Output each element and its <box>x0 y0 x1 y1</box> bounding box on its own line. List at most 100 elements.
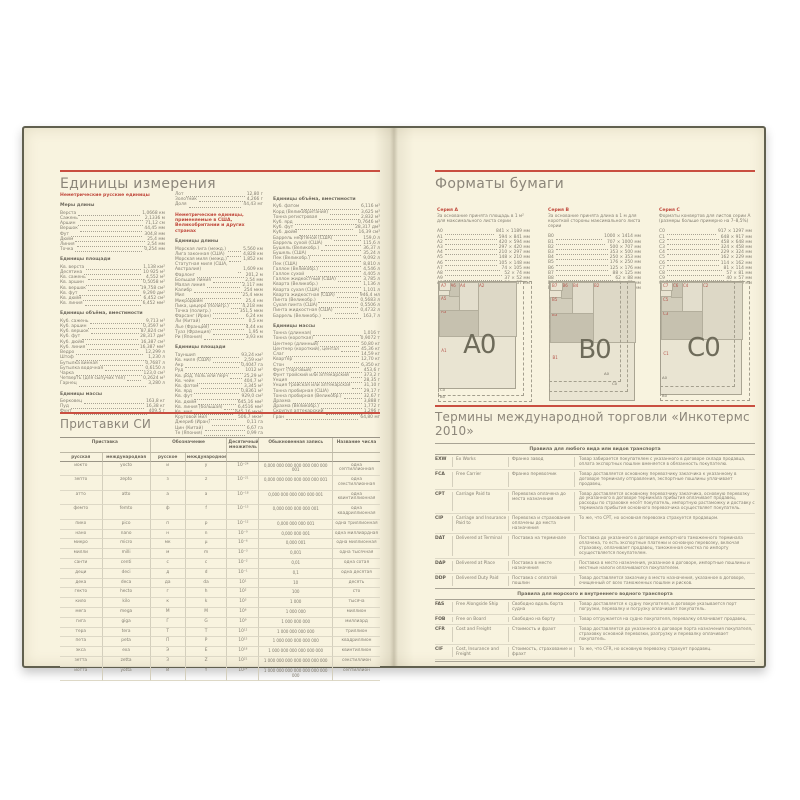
unit-value: 0,11 га <box>246 420 263 426</box>
unit-row: Куб. фут 28,317 дм³ <box>60 334 165 340</box>
symbol-international: n <box>184 529 227 540</box>
dot-leader <box>77 221 144 227</box>
unit-row: Ли (Китай) 0,5 км <box>175 319 263 325</box>
page-title: Единицы измерения <box>60 176 216 192</box>
dashed-outline <box>660 281 735 387</box>
unit-value: 404,7 м² <box>243 378 263 384</box>
unit-row: Штоф 1,230 л <box>60 355 165 361</box>
units-columns: Неметрические русские единицы Меры длины… <box>60 192 380 436</box>
paper-diagram-c0: C2 C3 C4 C5 C6 C7 C1 C0 A0 B0 <box>659 280 752 404</box>
unit-row: Пек (Великобр.) 9,092 л <box>273 256 380 262</box>
dot-leader <box>194 395 240 400</box>
dot-leader <box>306 272 362 278</box>
incoterm-code: FOB <box>435 617 446 623</box>
unit-value: 6,67 га <box>246 425 263 431</box>
incoterm-english: Free Carrier <box>452 471 508 487</box>
unit-row: Баррель (Великобр.) 163,7 л <box>273 314 380 319</box>
unit-name: Кв. сажень <box>60 275 86 281</box>
unit-row: Пуд 16,38 кг <box>60 404 165 410</box>
dot-leader <box>319 283 362 288</box>
decimal-multiplier: 10⁻⁶ <box>226 539 259 550</box>
prefix-russian: микро <box>60 539 102 550</box>
dot-leader <box>127 376 142 382</box>
plain-notation: 0,000 000 001 <box>258 529 332 540</box>
unit-value: 25,4 мм <box>147 236 165 242</box>
si-table-row: дека deca да da 10¹ 10 десять <box>60 578 380 589</box>
unit-row: Фунт 409,5 г <box>60 409 165 415</box>
dot-leader <box>308 251 362 257</box>
dot-leader <box>666 230 716 235</box>
plain-notation: 0,000 000 000 000 000 001 <box>258 490 332 506</box>
unit-name: Корд (Великобритания) <box>273 209 329 215</box>
series-description: Форматы конвертов для листов серии A (ра… <box>659 214 751 225</box>
unit-value: 9,713 м³ <box>145 318 165 324</box>
number-name: триллион <box>331 627 380 638</box>
unit-row: Вершок 44,45 мм <box>60 226 165 232</box>
dot-leader <box>196 379 242 384</box>
unit-value: 29,17 г <box>363 388 380 394</box>
unit-value: 4,44 км <box>245 324 263 330</box>
format-size-row: A4 210 × 297 мм <box>437 250 530 256</box>
unit-rows: Верста 1,0668 км Сажень 2,1336 м Аршин 71,1… <box>60 211 165 253</box>
unit-value: 10 925 м² <box>143 270 165 276</box>
unit-name: Кв. вершок <box>60 285 86 291</box>
incoterm-english: Delivered at Place <box>452 560 508 571</box>
plain-notation: 1 000 <box>258 598 332 609</box>
unit-row: Фарлонг 201,2 м <box>175 273 263 278</box>
symbol-international: G <box>184 617 227 628</box>
incoterm-description: Поставка в место назначения, указанное в… <box>574 560 755 571</box>
unit-value: 3,280 л <box>148 381 165 387</box>
unit-group-heading: Единицы массы <box>273 323 316 329</box>
cell-label: B3 <box>552 312 558 317</box>
symbol-international: m <box>184 549 227 560</box>
unit-name: Тонна (короткая) <box>273 336 313 342</box>
unit-value: 2,54 мм <box>147 242 165 248</box>
unit-name: Линия <box>60 242 75 248</box>
dot-leader <box>209 415 236 421</box>
unit-name: Куб. дюйм <box>273 230 298 236</box>
unit-row: Кварта сухая (США) 1,101 л <box>273 288 380 293</box>
unit-name: Гран <box>273 414 285 420</box>
unit-value: 0,7687 л <box>145 360 165 366</box>
unit-name: Фунт тройский или аптекарский <box>273 372 349 378</box>
unit-name: Ри (Япония) <box>175 335 203 341</box>
unit-row: Фарсанг (Иран) 6,24 км <box>175 314 263 320</box>
accent-rule <box>60 170 380 172</box>
unit-name: Кварта (Великобр.) <box>273 282 318 288</box>
unit-row: Пинта жидкостная (США) 0,4732 л <box>273 308 380 314</box>
unit-row: Пек (США) 8,810 л <box>273 262 380 267</box>
prefix-international: pico <box>101 519 150 530</box>
symbol-russian: з <box>149 476 185 491</box>
prefix-international: zepto <box>101 476 150 491</box>
format-name: C9 <box>659 276 665 282</box>
units-column-3: Единицы объёма, вместимости Куб. фатом 6,… <box>273 192 380 420</box>
dot-leader <box>444 245 497 251</box>
symbol-russian: Г <box>149 617 185 628</box>
format-size-row: B7 88 × 125 мм <box>548 271 641 277</box>
unit-name: Кварта сухая (США) <box>273 287 320 293</box>
unit-value: 3,785 л <box>363 277 380 283</box>
unit-name: Баррель нефтяной (США) <box>273 235 333 241</box>
si-table-row: гига giga Г G 10⁹ 1 000 000 000 миллиард <box>60 617 380 628</box>
dot-leader <box>313 368 362 373</box>
unit-rows: Кв. верста 1,138 км² Десятина 10 925 м² Кв… <box>60 265 165 307</box>
unit-row: Драхма 3,888 г <box>273 399 380 405</box>
decimal-multiplier: 10²¹ <box>226 657 259 667</box>
incoterm-row: FAS Free Alongside Ship Свободно вдоль б… <box>435 600 755 616</box>
number-name: одна десятая <box>331 568 380 579</box>
dot-leader <box>666 266 722 272</box>
dot-leader <box>286 363 360 368</box>
format-size: 1000 × 1414 мм <box>604 234 641 240</box>
series-sizes: C0 917 × 1297 мм C1 648 × 917 мм C2 458 × 6… <box>659 229 752 287</box>
symbol-international: M <box>184 608 227 618</box>
format-name: B0 <box>548 234 554 240</box>
unit-value: 4,546 л <box>363 266 380 272</box>
decimal-multiplier: 10⁹ <box>226 617 259 628</box>
format-size: 250 × 353 мм <box>609 255 641 261</box>
dot-leader <box>444 235 497 240</box>
dot-leader <box>193 288 242 294</box>
dashed-label: B0 <box>662 393 668 398</box>
prefix-russian: гекто <box>60 588 102 599</box>
unit-value: 28,317 дм³ <box>140 334 165 340</box>
dot-leader <box>299 262 362 267</box>
